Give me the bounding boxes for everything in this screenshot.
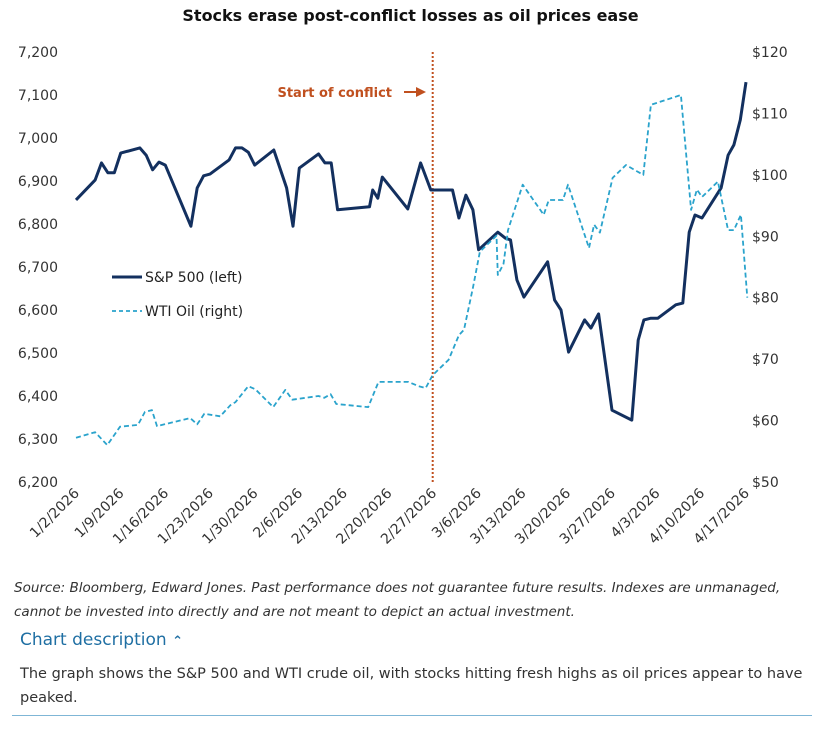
y-left-tick-label: 7,200: [18, 45, 58, 61]
y-right-tick-label: $110: [752, 106, 788, 122]
y-right-tick-label: $70: [752, 352, 779, 368]
y-left-tick-label: 6,500: [18, 346, 58, 362]
y-left-tick-label: 6,300: [18, 432, 58, 448]
y-left-tick-label: 6,600: [18, 303, 58, 319]
annotation-arrow-icon: [416, 87, 426, 97]
y-left-tick-label: 7,100: [18, 88, 58, 104]
y-left-tick-label: 6,400: [18, 389, 58, 405]
y-left-tick-label: 6,900: [18, 174, 58, 190]
y-left-tick-label: 6,800: [18, 217, 58, 233]
chart-title: Stocks erase post-conflict losses as oil…: [182, 6, 639, 25]
divider: [12, 715, 812, 716]
y-right-tick-label: $60: [752, 414, 779, 430]
chevron-up-icon: ⌃: [172, 634, 183, 649]
series-line-sp500: [74, 81, 748, 422]
y-left-tick-label: 6,700: [18, 260, 58, 276]
y-right-tick-label: $50: [752, 475, 779, 491]
y-right-tick-label: $100: [752, 168, 788, 184]
legend-label: S&P 500 (left): [145, 270, 242, 286]
y-right-tick-label: $120: [752, 45, 788, 61]
series-line-wti-oil: [75, 94, 749, 447]
chart-description-text: The graph shows the S&P 500 and WTI crud…: [20, 666, 803, 706]
y-left-tick-label: 7,000: [18, 131, 58, 147]
conflict-annotation: Start of conflict: [277, 86, 392, 101]
line-chart: 6,200 6,300 6,400 6,500 6,600 6,700 6,800 6,900…: [18, 45, 788, 548]
legend-label: WTI Oil (right): [145, 304, 243, 320]
source-note: Source: Bloomberg, Edward Jones. Past pe…: [14, 580, 781, 620]
chart-description-label: Chart description: [20, 630, 167, 650]
y-right-tick-label: $80: [752, 291, 779, 307]
y-right-tick-label: $90: [752, 229, 779, 245]
y-left-tick-label: 6,200: [18, 475, 58, 491]
chart-description-toggle[interactable]: Chart description ⌃: [20, 630, 183, 650]
